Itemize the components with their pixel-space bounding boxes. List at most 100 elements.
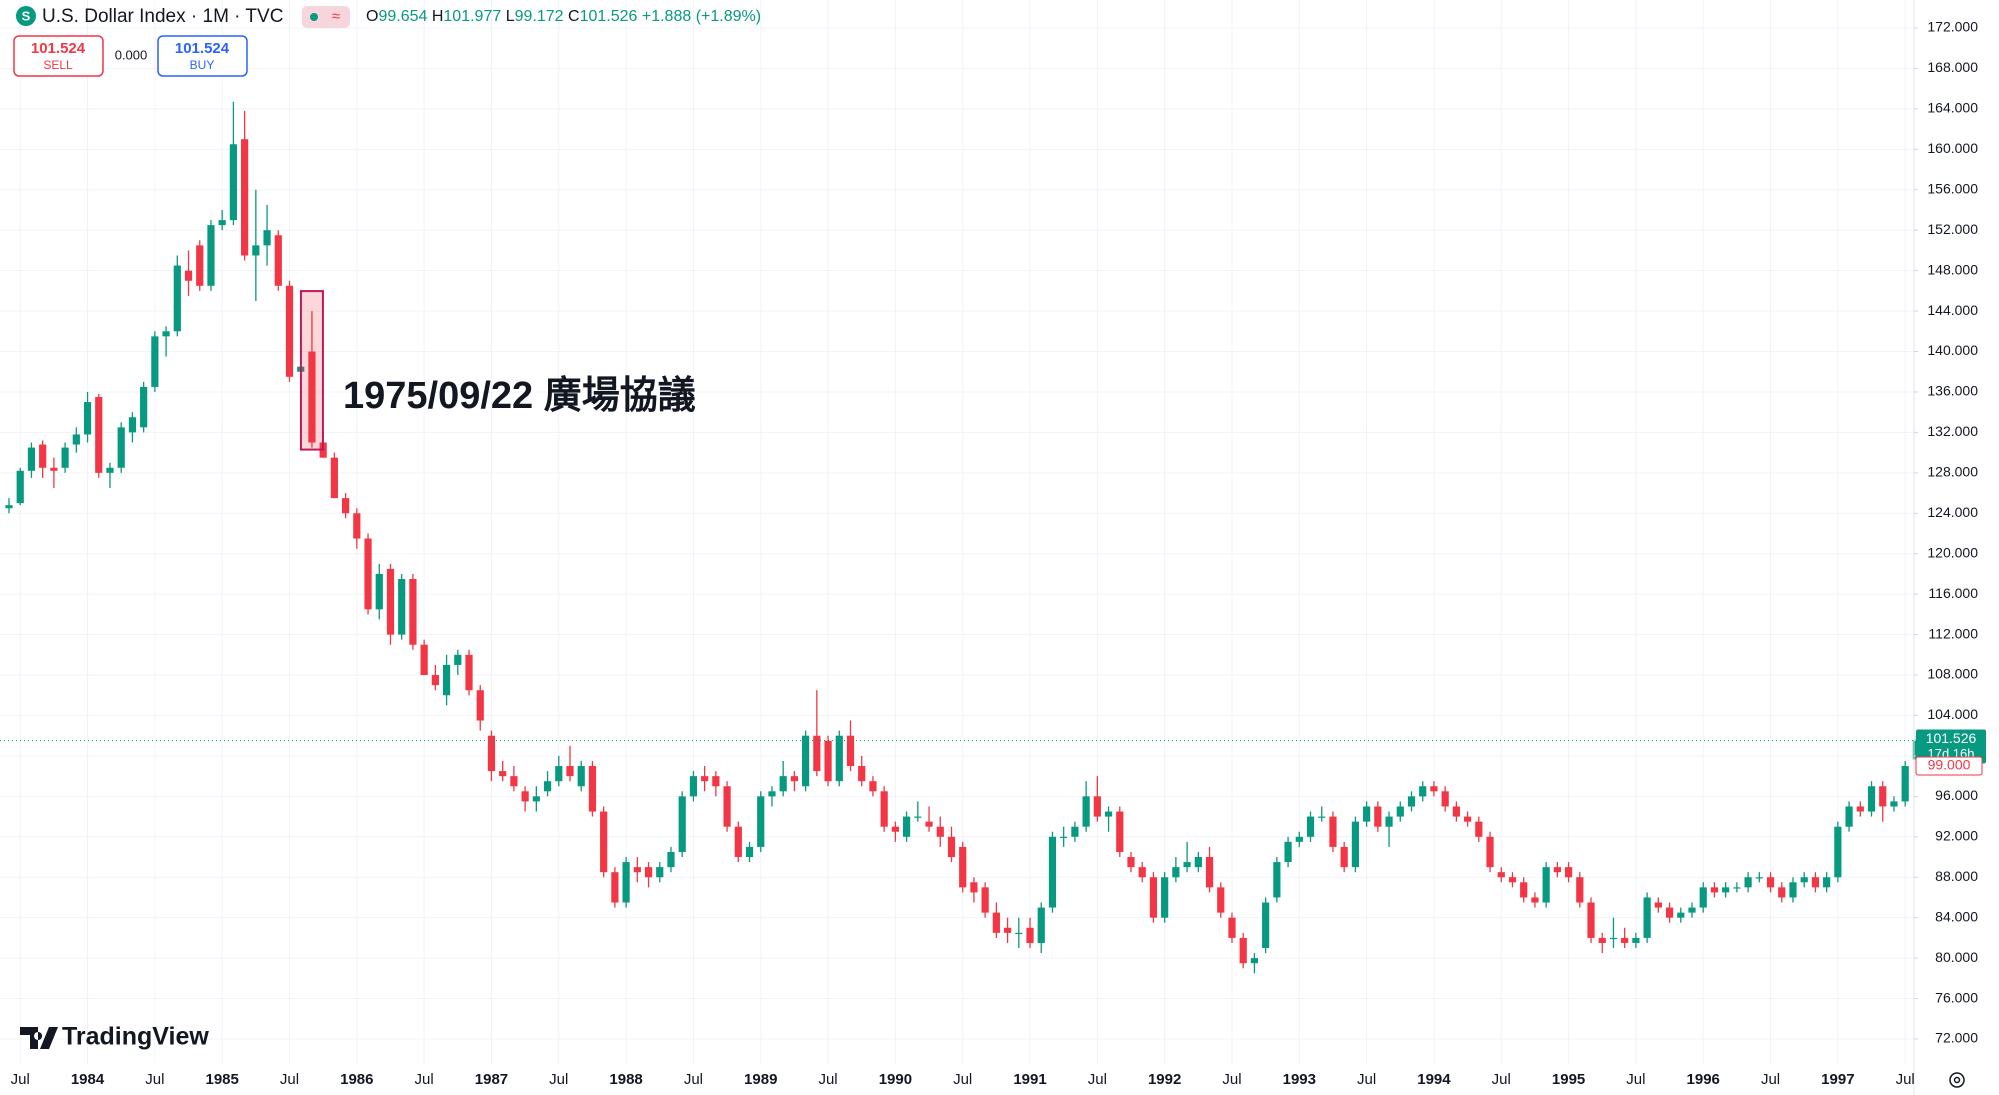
candle-body [1015,932,1023,935]
candle-body [1643,897,1651,938]
candle-body [644,867,653,878]
candle-body [420,644,428,676]
candle-body [667,851,675,868]
candle-body [1430,786,1438,792]
candle-body [768,791,776,797]
x-tick-label: Jul [280,1071,299,1088]
candle-body [95,397,103,473]
candle-body [1396,806,1404,817]
candle-body [386,568,395,635]
candle-body [431,675,439,686]
settings-icon-center [1953,1076,1961,1084]
candle-body [162,331,170,337]
candle-body [914,816,922,818]
candle-body [151,336,159,387]
buy-price: 101.524 [175,40,230,57]
candle-body [1632,937,1640,943]
symbol-title[interactable]: U.S. Dollar Index · 1M · TVC [42,6,283,27]
candle-body [398,578,406,635]
price-tag [1915,756,1983,776]
candle-body [1003,927,1012,933]
candle-body [1710,887,1719,893]
candle-body [813,735,821,772]
candle-body [1811,877,1820,888]
candle-body [745,846,754,858]
annotation-text: 1975/09/22 廣場協議 [343,375,696,417]
candle-body [1879,786,1887,807]
sell-button[interactable] [13,35,104,77]
x-tick-label: 1994 [1417,1071,1451,1088]
candle-body [252,245,260,256]
settings-icon[interactable] [1949,1072,1965,1088]
candle-body [1744,877,1752,888]
candle-body [342,498,350,514]
candle-body [117,427,125,468]
x-tick-label: Jul [1492,1071,1511,1088]
candle-body [1486,836,1494,868]
status-dot [310,13,318,21]
candle-body [1060,836,1068,838]
status-badge[interactable] [302,6,350,28]
candle-body [1755,877,1763,879]
x-tick-label: 1989 [744,1071,777,1088]
y-tick-label: 92.000 [1935,828,1978,844]
x-tick-label: 1985 [205,1071,238,1088]
candle-body [678,796,686,852]
annotation-box [299,290,324,451]
candle-body [656,867,664,878]
y-tick-label: 112.000 [1928,625,1978,641]
buy-button[interactable] [157,35,248,77]
candle-body [600,811,608,873]
candle-body [39,444,47,468]
candle-body [521,791,529,802]
candle-body [1598,937,1606,943]
candle-body [1183,862,1191,868]
y-tick-label: 80.000 [1935,949,1978,965]
y-tick-label: 140.000 [1927,342,1978,358]
x-tick-label: Jul [1088,1071,1107,1088]
x-tick-label: Jul [145,1071,164,1088]
candle-body [1621,937,1629,943]
x-tick-label: Jul [818,1071,837,1088]
y-tick-label: 84.000 [1935,908,1978,924]
ohlc-legend: O99.654 H101.977 L99.172 C101.526 +1.888… [366,8,761,25]
price-tag [1916,729,1986,764]
legend-change: +1.888 (+1.89%) [642,8,761,25]
candle-body [241,139,249,256]
candle-body [1654,902,1662,908]
candle-body [207,225,215,286]
candle-body [869,781,877,792]
y-tick-label: 152.000 [1927,221,1978,237]
candle-body [1262,902,1270,949]
candle-body [72,434,80,445]
candle-body [633,867,641,873]
y-tick-label: 108.000 [1927,666,1978,682]
candle-body [1340,846,1348,868]
candle-body [1104,811,1113,817]
candle-body [532,796,540,802]
candle-body [442,664,451,696]
candle-body [375,573,383,610]
candle-body [1520,882,1528,898]
watermark-logo [20,1027,58,1049]
candle-body [1441,791,1449,807]
candle-body [936,826,944,837]
candle-body [173,265,181,332]
legend-l: 99.172 [515,8,564,25]
x-tick-label: Jul [1222,1071,1241,1088]
candle-body [1161,877,1169,918]
candle-body [1867,786,1876,812]
candle-body [330,457,338,499]
candle-body [734,826,742,858]
watermark-text: TradingView [62,1023,209,1051]
y-tick-label: 144.000 [1927,302,1978,318]
candle-body [1048,836,1057,908]
candle-body [992,912,1000,933]
candle-body [1553,867,1561,873]
legend-h: 101.977 [443,8,501,25]
x-tick-label: 1997 [1821,1071,1854,1088]
candle-body [824,740,832,782]
x-tick-label: Jul [1761,1071,1780,1088]
candle-body [891,826,899,832]
candle-body [1116,811,1124,852]
